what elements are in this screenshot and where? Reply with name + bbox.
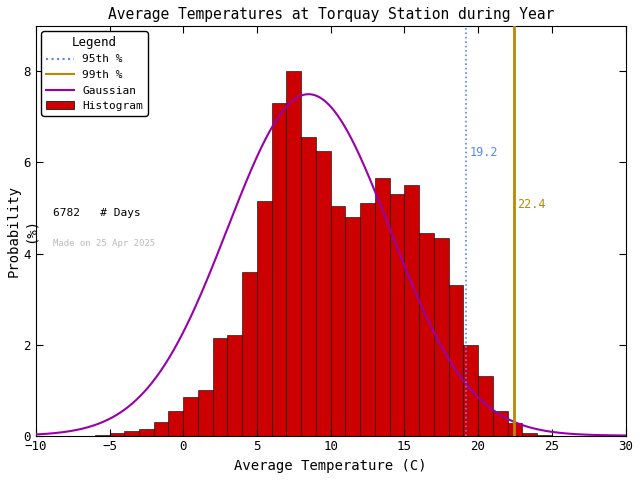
Y-axis label: Probability
(%): Probability (%) [7,185,37,277]
Bar [390,194,404,436]
Bar [434,238,449,436]
X-axis label: Average Temperature (C): Average Temperature (C) [234,459,427,473]
Bar [109,433,124,436]
Text: 6782   # Days: 6782 # Days [54,208,141,218]
Bar [257,201,272,436]
Bar [242,272,257,436]
Bar [404,185,419,436]
Bar [301,137,316,436]
Bar [198,390,212,436]
Legend: 95th %, 99th %, Gaussian, Histogram: 95th %, 99th %, Gaussian, Histogram [42,32,148,116]
Bar [346,217,360,436]
Text: 22.4: 22.4 [517,198,546,211]
Bar [124,431,139,436]
Bar [139,429,154,436]
Bar [168,410,183,436]
Bar [522,433,537,436]
Bar [95,435,109,436]
Bar [493,410,508,436]
Bar [419,233,434,436]
Bar [183,397,198,436]
Bar [375,179,390,436]
Bar [360,204,375,436]
Bar [463,345,478,436]
Bar [287,72,301,436]
Bar [478,376,493,436]
Bar [227,336,242,436]
Bar [508,423,522,436]
Bar [449,286,463,436]
Title: Average Temperatures at Torquay Station during Year: Average Temperatures at Torquay Station … [108,7,554,22]
Bar [537,435,552,436]
Text: Made on 25 Apr 2025: Made on 25 Apr 2025 [54,239,156,248]
Bar [316,151,331,436]
Text: 19.2: 19.2 [470,145,499,159]
Bar [272,103,287,436]
Bar [331,206,346,436]
Bar [154,422,168,436]
Bar [212,338,227,436]
